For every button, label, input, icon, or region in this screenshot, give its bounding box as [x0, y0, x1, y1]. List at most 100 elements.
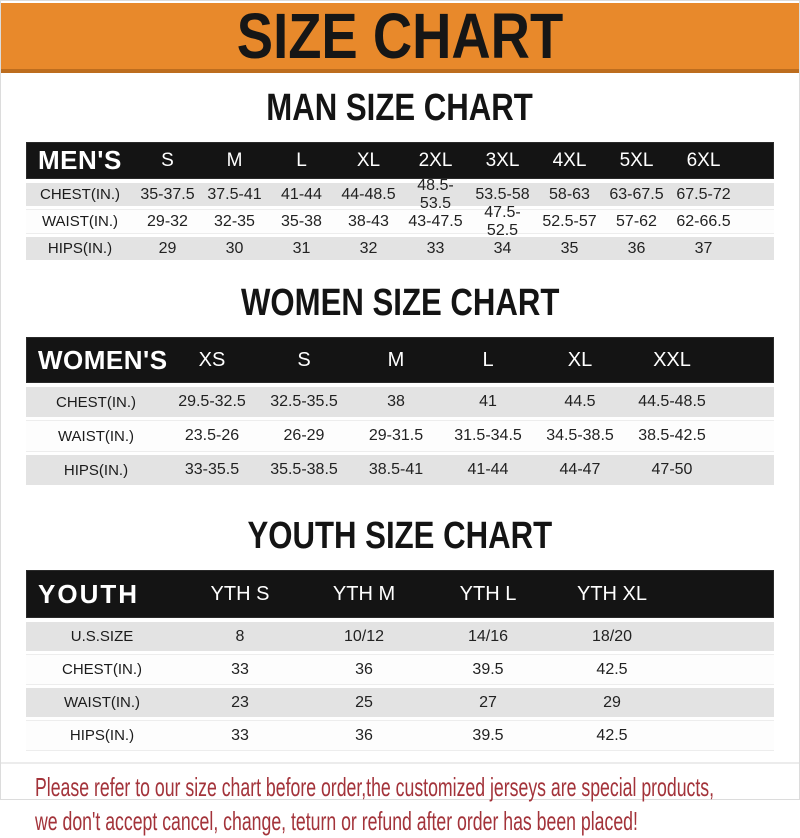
cell: 27 [479, 693, 497, 711]
men-size-col: S [161, 149, 174, 171]
cell: 33-35.5 [184, 461, 240, 478]
men-size-col: XL [356, 149, 381, 171]
youth-size-col: YTH L [459, 582, 517, 605]
cell: 63-67.5 [609, 185, 664, 203]
cell: 41 [479, 393, 497, 410]
men-size-col: 4XL [552, 149, 587, 171]
cell: 25 [355, 693, 373, 711]
cell: 32 [359, 239, 378, 257]
men-size-col: 2XL [418, 149, 453, 171]
cell: 47.5-52.5 [484, 203, 521, 239]
cell: 44-47 [559, 461, 601, 478]
cell: 52.5-57 [542, 212, 597, 230]
cell: 36 [355, 660, 373, 678]
cell: 42.5 [596, 726, 628, 744]
women-hips-row: HIPS(IN.) 33-35.5 35.5-38.5 38.5-41 41-4… [26, 455, 774, 485]
cell: 41-44 [281, 185, 322, 203]
row-label: HIPS(IN.) [63, 461, 129, 479]
cell: 43-47.5 [408, 212, 463, 230]
women-size-col: S [297, 348, 311, 371]
youth-size-section: YOUTH SIZE CHART YOUTH YTH S YTH M YTH L… [1, 515, 799, 750]
row-label: CHEST(IN.) [56, 393, 136, 411]
cell: 47-50 [651, 461, 693, 478]
women-size-table: WOMEN'S XS S M L XL XXL CHEST(IN.) 29.5-… [26, 337, 774, 485]
cell: 58-63 [549, 185, 590, 203]
men-hips-row: HIPS(IN.) 29 30 31 32 33 34 35 36 37 [26, 237, 774, 260]
cell: 30 [225, 239, 244, 257]
cell: 29-31.5 [368, 427, 424, 444]
cell: 8 [235, 627, 245, 645]
cell: 29 [158, 239, 177, 257]
row-label: WAIST(IN.) [41, 213, 119, 230]
cell: 33 [426, 239, 445, 257]
cell: 31 [292, 239, 311, 257]
youth-size-col: YTH S [210, 582, 270, 605]
youth-ussize-row: U.S.SIZE 8 10/12 14/16 18/20 [26, 622, 774, 651]
page-title: SIZE CHART [236, 0, 564, 72]
row-label: WAIST(IN.) [63, 694, 141, 711]
youth-size-col: YTH XL [576, 582, 648, 605]
men-waist-row: WAIST(IN.) 29-32 32-35 35-38 38-43 43-47… [26, 204, 774, 239]
cell: 23 [231, 693, 249, 711]
men-size-col: 3XL [485, 149, 520, 171]
youth-heading-text: YOUTH SIZE CHART [247, 515, 553, 557]
cell: 37.5-41 [207, 185, 262, 203]
women-size-col: L [482, 348, 494, 371]
cell: 39.5 [472, 660, 504, 678]
cell: 38 [387, 393, 405, 410]
cell: 23.5-26 [184, 427, 240, 444]
men-heading-text: MAN SIZE CHART [266, 87, 534, 129]
cell: 32-35 [214, 212, 255, 230]
women-table-label: WOMEN'S [38, 344, 168, 375]
women-size-col: XXL [653, 348, 691, 371]
women-waist-row: WAIST(IN.) 23.5-26 26-29 29-31.5 31.5-34… [26, 421, 774, 451]
cell: 29 [603, 693, 621, 711]
cell: 10/12 [343, 627, 385, 645]
cell: 37 [694, 239, 713, 257]
women-section-heading: WOMEN SIZE CHART [1, 282, 799, 329]
cell: 33 [231, 726, 249, 744]
men-size-col: 6XL [686, 149, 721, 171]
cell: 57-62 [616, 212, 657, 230]
cell: 34.5-38.5 [546, 427, 614, 444]
men-section-heading: MAN SIZE CHART [1, 87, 799, 134]
men-size-col: L [296, 149, 307, 171]
cell: 39.5 [472, 726, 504, 744]
size-chart-banner: SIZE CHART [1, 3, 799, 73]
cell: 38.5-42.5 [638, 427, 706, 444]
cell: 35 [560, 239, 579, 257]
row-label: HIPS(IN.) [47, 240, 113, 257]
youth-table-header-row: YOUTH YTH S YTH M YTH L YTH XL [26, 570, 774, 618]
women-size-col: XL [567, 348, 593, 371]
order-policy-note: Please refer to our size chart before or… [1, 762, 799, 838]
cell: 26-29 [283, 427, 325, 444]
women-chest-row: CHEST(IN.) 29.5-32.5 32.5-35.5 38 41 44.… [26, 387, 774, 417]
cell: 62-66.5 [676, 212, 731, 230]
cell: 36 [627, 239, 646, 257]
row-label: CHEST(IN.) [62, 661, 142, 678]
cell: 29.5-32.5 [178, 393, 246, 410]
men-chest-row: CHEST(IN.) 35-37.5 37.5-41 41-44 44-48.5… [26, 177, 774, 212]
cell: 29-32 [147, 212, 188, 230]
cell: 36 [355, 726, 373, 744]
cell: 35-38 [281, 212, 322, 230]
youth-hips-row: HIPS(IN.) 33 36 39.5 42.5 [26, 721, 774, 750]
cell: 44-48.5 [341, 185, 396, 203]
cell: 35-37.5 [140, 185, 195, 203]
cell: 38-43 [348, 212, 389, 230]
men-size-table: MEN'S S M L XL 2XL 3XL 4XL 5XL 6XL CHEST… [26, 142, 774, 260]
youth-size-col: YTH M [332, 582, 396, 605]
cell: 67.5-72 [676, 185, 731, 203]
women-size-col: XS [198, 348, 226, 371]
cell: 33 [231, 660, 249, 678]
row-label: WAIST(IN.) [57, 427, 135, 445]
note-line-1: Please refer to our size chart before or… [35, 772, 715, 802]
youth-table-label: YOUTH [38, 578, 139, 609]
women-heading-text: WOMEN SIZE CHART [240, 282, 560, 324]
women-table-header-row: WOMEN'S XS S M L XL XXL [26, 337, 774, 383]
women-size-col: M [387, 348, 405, 371]
cell: 38.5-41 [368, 461, 424, 478]
note-line-2: we don't accept cancel, change, teturn o… [35, 806, 638, 836]
row-label: U.S.SIZE [70, 628, 134, 645]
cell: 42.5 [596, 660, 628, 678]
